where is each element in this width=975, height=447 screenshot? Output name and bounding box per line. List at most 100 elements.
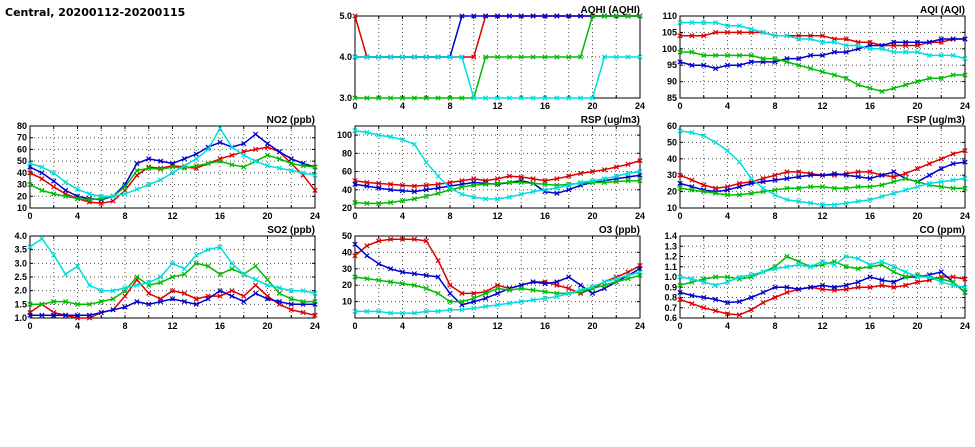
series-cyan-markers xyxy=(352,127,643,202)
y-tick-label: 3.0 xyxy=(339,93,352,103)
chart-title-so2: SO2 (ppb) xyxy=(267,225,315,236)
series-green-markers xyxy=(352,272,643,305)
y-tick-label: 5.0 xyxy=(339,11,352,21)
y-tick-label: 95 xyxy=(667,60,677,70)
series-cyan-markers xyxy=(27,236,318,297)
x-tick-label: 12 xyxy=(492,321,502,331)
x-tick-label: 24 xyxy=(960,211,970,221)
y-tick-label: 10 xyxy=(17,203,27,213)
series-blue-markers xyxy=(677,269,968,306)
y-tick-label: 3.0 xyxy=(14,258,27,268)
y-tick-label: 30 xyxy=(667,170,677,180)
x-tick-label: 20 xyxy=(912,321,922,331)
chart-so2: SO2 (ppb) 0 4 8 12 16 20 24 1.0 1.5 2.0 2.5 3.0 3.5 4… xyxy=(0,224,325,332)
x-tick-label: 4 xyxy=(725,321,730,331)
y-tick-label: 20 xyxy=(342,280,352,290)
chart-co: CO (ppm) 0 4 8 12 16 20 24 0.6 0.7 0.8 0.9 1.0 1.1 1.… xyxy=(650,224,975,332)
y-tick-label: 100 xyxy=(662,44,677,54)
x-tick-label: 0 xyxy=(352,101,357,111)
y-tick-label: 80 xyxy=(17,121,27,131)
x-tick-label: 24 xyxy=(635,211,645,221)
chart-fsp-plot: 0 4 8 12 16 20 24 10 20 30 40 50 60 xyxy=(667,121,970,221)
x-tick-label: 4 xyxy=(75,211,80,221)
x-tick-label: 16 xyxy=(540,211,550,221)
page-title: Central, 20200112-20200115 xyxy=(5,6,186,19)
series-blue-markers xyxy=(27,131,318,203)
y-tick-label: 1.0 xyxy=(664,272,677,282)
y-tick-label: 1.2 xyxy=(664,252,677,262)
cell-fsp: FSP (ug/m3) 0 4 8 12 16 20 24 10 20 30 40 50 60 xyxy=(650,114,975,224)
x-tick-label: 12 xyxy=(817,211,827,221)
x-tick-label: 12 xyxy=(817,101,827,111)
cell-no2: NO2 (ppb) 0 4 8 12 16 20 24 10 20 30 40 50 60 70 80 xyxy=(0,114,325,224)
x-tick-label: 12 xyxy=(167,321,177,331)
x-tick-label: 24 xyxy=(960,101,970,111)
x-tick-label: 0 xyxy=(27,211,32,221)
y-tick-label: 30 xyxy=(17,180,27,190)
x-tick-label: 0 xyxy=(677,321,682,331)
chart-rsp-plot: 0 4 8 12 16 20 24 20 40 60 80 100 xyxy=(337,125,645,221)
y-tick-label: 90 xyxy=(667,77,677,87)
x-tick-label: 12 xyxy=(817,321,827,331)
y-tick-label: 70 xyxy=(17,133,27,143)
chart-grid: Central, 20200112-20200115 AQHI (AQHI) 0… xyxy=(0,4,975,334)
chart-o3: O3 (ppb) 0 4 8 12 16 20 24 10 20 30 40 50 xyxy=(325,224,650,332)
y-tick-label: 20 xyxy=(667,187,677,197)
x-tick-label: 24 xyxy=(635,101,645,111)
series-green-markers xyxy=(677,175,968,198)
y-tick-label: 30 xyxy=(342,264,352,274)
cell-aqhi: AQHI (AQHI) 0 4 8 12 16 20 24 3.0 4.0 5.0 xyxy=(325,4,650,114)
series-blue-markers xyxy=(352,241,643,308)
y-tick-label: 80 xyxy=(342,148,352,158)
series-green-markers xyxy=(352,178,643,207)
x-tick-label: 4 xyxy=(75,321,80,331)
series-cyan-markers xyxy=(352,269,643,316)
chart-so2-plot: 0 4 8 12 16 20 24 1.0 1.5 2.0 2.5 3.0 3.5 4.0 xyxy=(14,231,320,331)
series-blue-line xyxy=(354,243,641,306)
x-tick-label: 20 xyxy=(587,321,597,331)
x-tick-label: 16 xyxy=(540,321,550,331)
y-tick-label: 40 xyxy=(17,168,27,178)
x-tick-label: 16 xyxy=(215,321,225,331)
y-tick-label: 10 xyxy=(342,297,352,307)
x-tick-label: 16 xyxy=(215,211,225,221)
y-tick-label: 10 xyxy=(667,203,677,213)
x-tick-label: 8 xyxy=(772,321,777,331)
y-tick-label: 0.9 xyxy=(664,282,677,292)
x-tick-label: 0 xyxy=(677,101,682,111)
chart-title-fsp: FSP (ug/m3) xyxy=(906,115,965,126)
y-tick-label: 1.5 xyxy=(14,299,27,309)
y-tick-label: 0.8 xyxy=(664,293,677,303)
cell-rsp: RSP (ug/m3) 0 4 8 12 16 20 24 20 40 60 80 100 xyxy=(325,114,650,224)
y-tick-label: 85 xyxy=(667,93,677,103)
y-tick-label: 60 xyxy=(17,144,27,154)
x-tick-label: 4 xyxy=(400,321,405,331)
series-green-markers xyxy=(352,13,643,101)
x-tick-label: 24 xyxy=(960,321,970,331)
y-tick-label: 0.6 xyxy=(664,313,677,323)
y-tick-label: 20 xyxy=(17,191,27,201)
y-tick-label: 2.5 xyxy=(14,272,27,282)
cell-so2: SO2 (ppb) 0 4 8 12 16 20 24 1.0 1.5 2.0 2.5 3.0 3.5 4… xyxy=(0,224,325,334)
x-tick-label: 8 xyxy=(772,101,777,111)
x-tick-label: 0 xyxy=(27,321,32,331)
chart-co-plot: 0 4 8 12 16 20 24 0.60.70.80.91.01.11.21.31.4 xyxy=(664,231,970,331)
x-tick-label: 8 xyxy=(122,211,127,221)
y-tick-label: 40 xyxy=(342,247,352,257)
y-tick-label: 50 xyxy=(17,156,27,166)
x-tick-label: 4 xyxy=(400,101,405,111)
x-tick-label: 24 xyxy=(310,321,320,331)
x-tick-label: 24 xyxy=(635,321,645,331)
chart-title-co: CO (ppm) xyxy=(919,225,965,236)
chart-rsp: RSP (ug/m3) 0 4 8 12 16 20 24 20 40 60 80 100 xyxy=(325,114,650,222)
x-tick-label: 20 xyxy=(912,101,922,111)
y-tick-label: 110 xyxy=(662,11,677,21)
y-tick-label: 1.4 xyxy=(664,231,677,241)
x-tick-label: 4 xyxy=(725,101,730,111)
title-cell: Central, 20200112-20200115 xyxy=(0,4,325,114)
series-cyan-markers xyxy=(352,54,643,101)
chart-fsp: FSP (ug/m3) 0 4 8 12 16 20 24 10 20 30 40 50 60 xyxy=(650,114,975,222)
y-tick-label: 60 xyxy=(342,167,352,177)
x-tick-label: 0 xyxy=(677,211,682,221)
